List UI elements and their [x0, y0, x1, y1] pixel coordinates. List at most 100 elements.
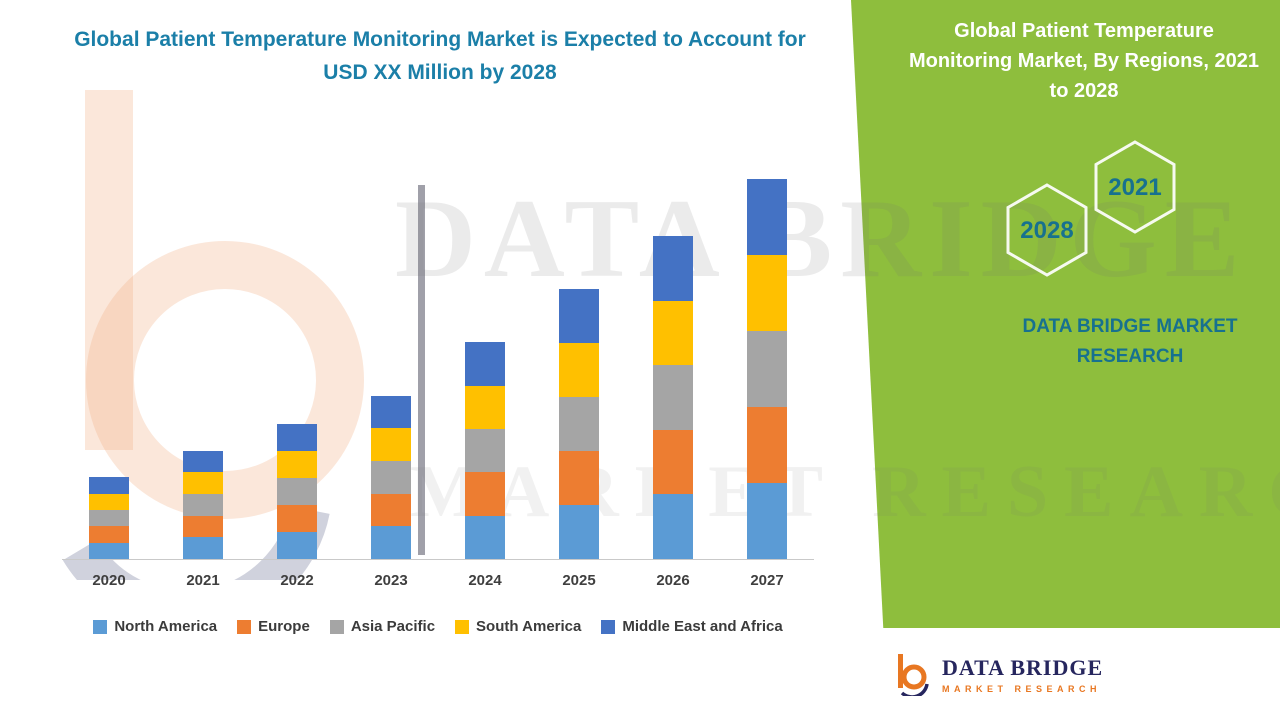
bar-slot-2022	[250, 424, 344, 559]
bar-segment-2021-europe	[183, 515, 223, 538]
panel-brand-text: DATA BRIDGE MARKET RESEARCH	[1022, 316, 1238, 368]
bar-segment-2026-north-america	[653, 494, 693, 559]
bar-2020	[89, 477, 129, 559]
bar-segment-2024-south-america	[465, 385, 505, 430]
bar-segment-2027-europe	[747, 407, 787, 483]
bar-segment-2022-north-america	[277, 532, 317, 559]
legend-swatch	[93, 619, 108, 634]
bar-segment-2027-north-america	[747, 483, 787, 559]
logo-name: DATA BRIDGE	[942, 654, 1104, 680]
bar-segment-2022-europe	[277, 505, 317, 533]
x-tick-2024: 2024	[468, 572, 502, 589]
legend-item-asia-pacific: Asia Pacific	[329, 618, 436, 635]
logo-subtitle: MARKET RESEARCH	[942, 683, 1102, 694]
bar-segment-2026-middle-east-and-africa	[653, 236, 693, 301]
data-bridge-logo: DATA BRIDGE MARKET RESEARCH	[894, 652, 1103, 696]
bar-segment-2025-north-america	[559, 505, 599, 559]
bar-segment-2027-asia-pacific	[747, 331, 787, 407]
x-tick-2021: 2021	[186, 572, 220, 589]
hexagon-2021-label: 2021	[1108, 174, 1161, 201]
legend-label: Middle East and Africa	[622, 618, 783, 635]
bar-segment-2025-middle-east-and-africa	[559, 289, 599, 344]
bar-slot-2020	[62, 477, 156, 559]
bar-segment-2022-middle-east-and-africa	[277, 424, 317, 452]
bar-segment-2023-asia-pacific	[371, 460, 411, 494]
legend-label: North America	[114, 618, 218, 635]
legend-item-middle-east-and-africa: Middle East and Africa	[601, 618, 783, 635]
bar-segment-2021-middle-east-and-africa	[183, 450, 223, 473]
legend-item-south-america: South America	[455, 618, 581, 635]
bar-segment-2021-south-america	[183, 472, 223, 495]
bar-segment-2025-south-america	[559, 343, 599, 398]
bar-segment-2023-europe	[371, 493, 411, 527]
bar-2027	[747, 179, 787, 559]
bars-area	[62, 179, 814, 560]
bar-2026	[653, 236, 693, 559]
bar-segment-2024-europe	[465, 472, 505, 516]
bar-2025	[559, 289, 599, 559]
hexagon-2028-label: 2028	[1020, 217, 1073, 244]
chart-title: Global Patient Temperature Monitoring Ma…	[74, 28, 806, 84]
legend-item-north-america: North America	[93, 618, 217, 635]
x-tick-2022: 2022	[280, 572, 314, 589]
watermark-text-data-bridge: DATA BRIDGE	[395, 177, 1248, 301]
legend-swatch	[601, 619, 616, 634]
stacked-bar-chart: 2020 2021 2022 2023 2024 2025 2026 2027	[62, 179, 814, 589]
x-tick-2025: 2025	[562, 572, 596, 589]
bar-segment-2026-europe	[653, 429, 693, 495]
data-bridge-logo-icon	[898, 654, 929, 696]
bar-segment-2023-middle-east-and-africa	[371, 395, 411, 429]
legend-label: Europe	[258, 618, 310, 635]
bar-segment-2024-north-america	[465, 515, 505, 559]
legend-swatch	[237, 619, 252, 634]
bar-segment-2023-north-america	[371, 526, 411, 559]
bar-segment-2027-middle-east-and-africa	[747, 179, 787, 255]
bar-2021	[183, 450, 223, 559]
bar-slot-2026	[626, 236, 720, 559]
watermark-text-market-research: MARKET RESEARCH	[410, 451, 1280, 533]
bar-segment-2027-south-america	[747, 255, 787, 331]
bar-segment-2022-south-america	[277, 451, 317, 479]
chart-legend: North America Europe Asia Pacific South Ame…	[62, 618, 814, 635]
bar-segment-2024-middle-east-and-africa	[465, 342, 505, 386]
x-tick-2027: 2027	[750, 572, 784, 589]
bar-segment-2020-middle-east-and-africa	[89, 477, 129, 494]
bar-segment-2021-north-america	[183, 537, 223, 559]
bar-segment-2020-asia-pacific	[89, 510, 129, 527]
bar-2024	[465, 342, 505, 559]
bar-slot-2021	[156, 450, 250, 559]
bar-2022	[277, 424, 317, 559]
x-axis-labels: 2020 2021 2022 2023 2024 2025 2026 2027	[62, 572, 814, 589]
bar-slot-2023	[344, 395, 438, 559]
legend-label: South America	[476, 618, 582, 635]
legend-item-europe: Europe	[237, 618, 310, 635]
legend-swatch	[455, 619, 470, 634]
logo-text: DATA BRIDGE MARKET RESEARCH	[942, 655, 1103, 694]
bar-segment-2022-asia-pacific	[277, 478, 317, 506]
logo-box: DATA BRIDGE MARKET RESEARCH	[878, 628, 1280, 720]
bar-segment-2023-south-america	[371, 428, 411, 461]
bar-segment-2021-asia-pacific	[183, 494, 223, 516]
hexagon-badges: 2021 2028	[1006, 140, 1176, 277]
hexagon-2021-shape	[1094, 140, 1176, 234]
x-tick-2026: 2026	[656, 572, 690, 589]
bar-segment-2026-asia-pacific	[653, 365, 693, 430]
bar-segment-2020-north-america	[89, 542, 129, 559]
bar-segment-2026-south-america	[653, 300, 693, 366]
x-tick-2020: 2020	[92, 572, 126, 589]
panel-title: Global Patient Temperature Monitoring Ma…	[908, 20, 1260, 102]
bar-segment-2020-europe	[89, 526, 129, 543]
bar-2023	[371, 395, 411, 559]
bar-segment-2025-asia-pacific	[559, 397, 599, 452]
bar-slot-2025	[532, 289, 626, 559]
bar-segment-2020-south-america	[89, 493, 129, 511]
bar-slot-2024	[438, 342, 532, 559]
hexagon-2028-shape	[1006, 183, 1088, 277]
bar-slot-2027	[720, 179, 814, 559]
bar-segment-2025-europe	[559, 451, 599, 506]
bar-segment-2024-asia-pacific	[465, 429, 505, 473]
legend-swatch	[329, 619, 344, 634]
legend-label: Asia Pacific	[350, 618, 436, 635]
